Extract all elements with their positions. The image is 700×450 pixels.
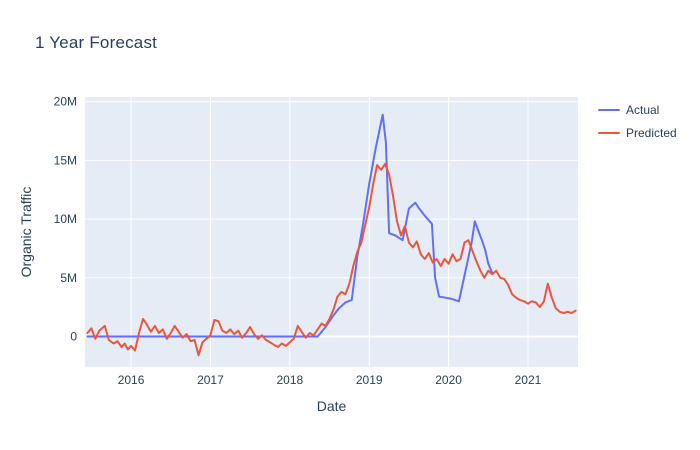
legend-label-predicted: Predicted — [626, 126, 677, 140]
y-tick-label: 5M — [60, 271, 77, 285]
chart-title: 1 Year Forecast — [35, 33, 158, 52]
plot-background — [85, 97, 578, 367]
x-axis-title: Date — [316, 398, 347, 414]
x-tick-label: 2020 — [435, 373, 462, 387]
x-tick-label: 2018 — [276, 373, 303, 387]
y-tick-label: 20M — [54, 95, 77, 109]
chart-legend: Actual Predicted — [598, 103, 677, 140]
legend-label-actual: Actual — [626, 103, 660, 117]
legend-item-actual[interactable]: Actual — [598, 103, 677, 117]
legend-swatch-actual-line — [598, 109, 620, 111]
x-tick-label: 2017 — [197, 373, 224, 387]
x-tick-label: 2019 — [356, 373, 383, 387]
x-tick-label: 2021 — [515, 373, 542, 387]
x-tick-label: 2016 — [118, 373, 145, 387]
y-tick-label: 0 — [70, 329, 77, 343]
series-line-actual — [86, 113, 494, 338]
y-tick-label: 15M — [54, 153, 77, 167]
y-tick-label: 10M — [54, 212, 77, 226]
legend-swatch-predicted-line — [598, 132, 620, 134]
series-line-predicted — [86, 162, 577, 357]
legend-item-predicted[interactable]: Predicted — [598, 126, 677, 140]
y-axis-title: Organic Traffic — [18, 186, 34, 278]
